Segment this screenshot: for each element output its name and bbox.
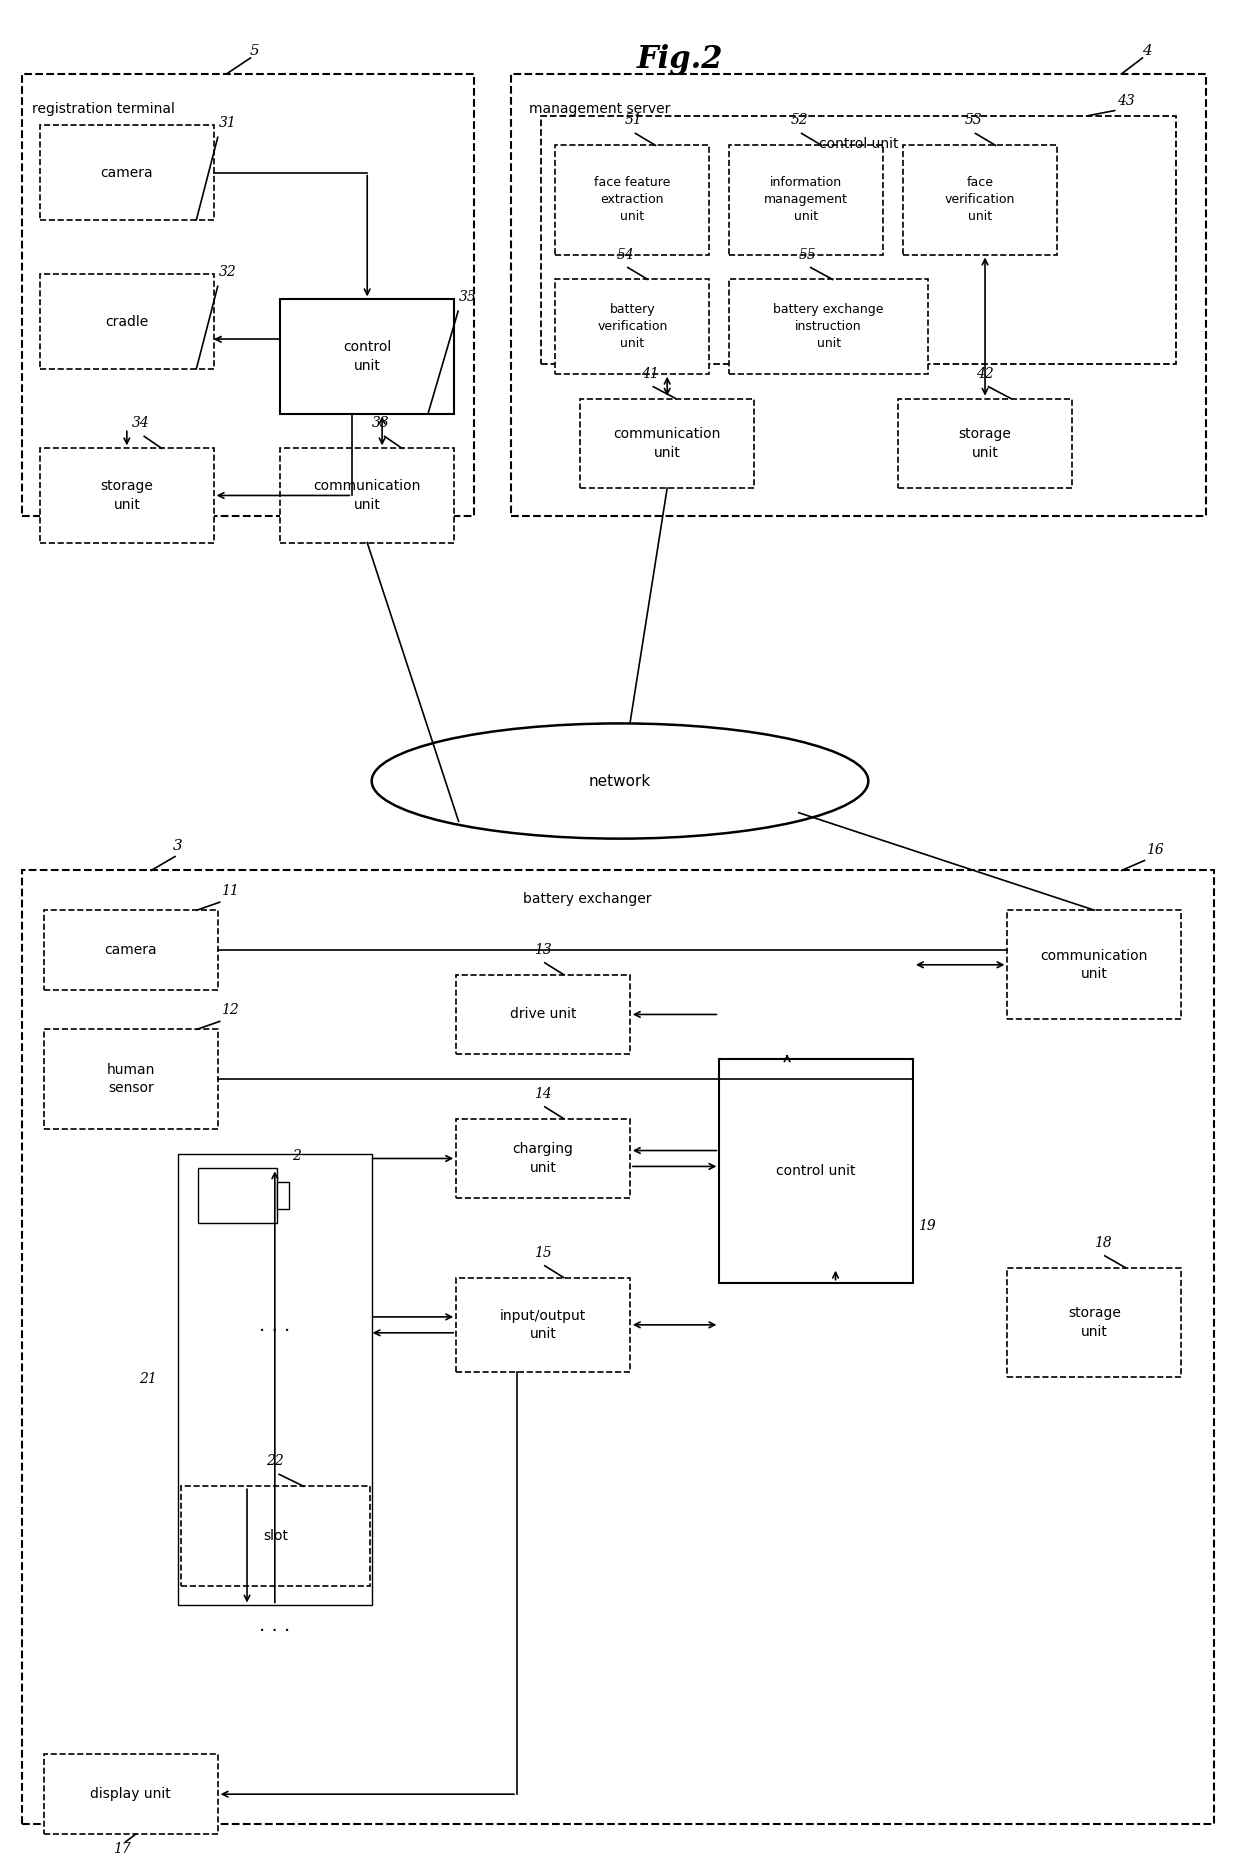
Text: communication
unit: communication unit bbox=[314, 480, 420, 512]
Text: 43: 43 bbox=[1117, 93, 1135, 108]
Text: camera: camera bbox=[104, 943, 157, 956]
Text: 52: 52 bbox=[791, 114, 808, 127]
Text: 22: 22 bbox=[265, 1455, 284, 1468]
Bar bbox=[43, 910, 218, 990]
Bar bbox=[903, 146, 1056, 254]
Text: 18: 18 bbox=[1094, 1237, 1112, 1250]
Bar bbox=[22, 870, 1214, 1823]
Text: slot: slot bbox=[263, 1528, 288, 1543]
Bar bbox=[43, 1754, 218, 1834]
Bar bbox=[898, 398, 1071, 488]
Bar bbox=[40, 125, 213, 220]
Text: 13: 13 bbox=[534, 943, 552, 956]
Text: storage
unit: storage unit bbox=[1068, 1306, 1121, 1339]
Bar bbox=[280, 299, 454, 413]
Text: 35: 35 bbox=[459, 290, 477, 304]
Bar bbox=[456, 1119, 630, 1197]
Text: battery
verification
unit: battery verification unit bbox=[598, 303, 667, 349]
Text: human
sensor: human sensor bbox=[107, 1063, 155, 1095]
Text: cradle: cradle bbox=[105, 314, 149, 329]
Text: 55: 55 bbox=[799, 248, 817, 262]
Text: 41: 41 bbox=[641, 366, 658, 381]
Text: . . .: . . . bbox=[259, 1315, 290, 1336]
Text: 21: 21 bbox=[139, 1373, 157, 1386]
Text: 54: 54 bbox=[618, 248, 635, 262]
Bar bbox=[556, 146, 709, 254]
Ellipse shape bbox=[372, 723, 868, 839]
Text: display unit: display unit bbox=[91, 1788, 171, 1801]
Text: camera: camera bbox=[100, 166, 154, 179]
Text: information
management
unit: information management unit bbox=[764, 176, 848, 224]
Bar bbox=[511, 75, 1207, 516]
Bar bbox=[580, 398, 754, 488]
Text: 42: 42 bbox=[976, 366, 994, 381]
Text: . . .: . . . bbox=[259, 1616, 290, 1634]
Text: Fig.2: Fig.2 bbox=[636, 45, 723, 75]
Text: control unit: control unit bbox=[818, 138, 898, 151]
Bar bbox=[729, 280, 928, 374]
Text: network: network bbox=[589, 773, 651, 788]
Text: charging
unit: charging unit bbox=[512, 1141, 573, 1175]
Bar bbox=[43, 1029, 218, 1128]
Text: 51: 51 bbox=[625, 114, 642, 127]
Bar bbox=[541, 116, 1177, 364]
Text: battery exchange
instruction
unit: battery exchange instruction unit bbox=[774, 303, 884, 349]
Text: registration terminal: registration terminal bbox=[32, 101, 175, 116]
Text: control unit: control unit bbox=[776, 1164, 856, 1179]
Bar bbox=[278, 1182, 289, 1209]
Text: 14: 14 bbox=[534, 1087, 552, 1100]
Bar bbox=[556, 280, 709, 374]
Text: battery exchanger: battery exchanger bbox=[522, 893, 651, 906]
Bar bbox=[1007, 910, 1182, 1020]
Text: input/output
unit: input/output unit bbox=[500, 1309, 587, 1341]
Text: face
verification
unit: face verification unit bbox=[945, 176, 1016, 224]
Text: communication
unit: communication unit bbox=[614, 428, 720, 460]
Text: face feature
extraction
unit: face feature extraction unit bbox=[594, 176, 671, 224]
Text: 32: 32 bbox=[218, 265, 237, 280]
Text: control
unit: control unit bbox=[343, 340, 392, 372]
Text: 15: 15 bbox=[534, 1246, 552, 1259]
Text: 33: 33 bbox=[372, 417, 389, 430]
Bar bbox=[729, 146, 883, 254]
Text: communication
unit: communication unit bbox=[1040, 949, 1148, 981]
Text: 19: 19 bbox=[918, 1220, 936, 1233]
Text: 4: 4 bbox=[1142, 45, 1151, 58]
Bar bbox=[40, 275, 213, 368]
Text: management server: management server bbox=[528, 101, 670, 116]
Bar bbox=[181, 1487, 370, 1586]
Bar bbox=[40, 448, 213, 542]
Text: storage
unit: storage unit bbox=[959, 428, 1012, 460]
Text: 17: 17 bbox=[113, 1842, 131, 1855]
Text: 31: 31 bbox=[218, 116, 237, 131]
Bar bbox=[456, 975, 630, 1054]
Bar bbox=[198, 1168, 278, 1224]
Text: 12: 12 bbox=[221, 1003, 238, 1018]
Text: 34: 34 bbox=[131, 417, 150, 430]
Bar bbox=[22, 75, 474, 516]
Bar bbox=[719, 1059, 913, 1283]
Bar bbox=[456, 1278, 630, 1371]
Text: 16: 16 bbox=[1147, 842, 1164, 857]
Text: 5: 5 bbox=[249, 45, 259, 58]
Text: storage
unit: storage unit bbox=[100, 480, 154, 512]
Bar bbox=[1007, 1268, 1182, 1377]
Text: 3: 3 bbox=[174, 839, 182, 852]
Text: 53: 53 bbox=[965, 114, 982, 127]
Bar bbox=[280, 448, 454, 542]
Text: 2: 2 bbox=[293, 1149, 301, 1164]
Text: 11: 11 bbox=[221, 884, 238, 899]
Bar bbox=[179, 1154, 372, 1605]
Text: drive unit: drive unit bbox=[510, 1007, 577, 1022]
